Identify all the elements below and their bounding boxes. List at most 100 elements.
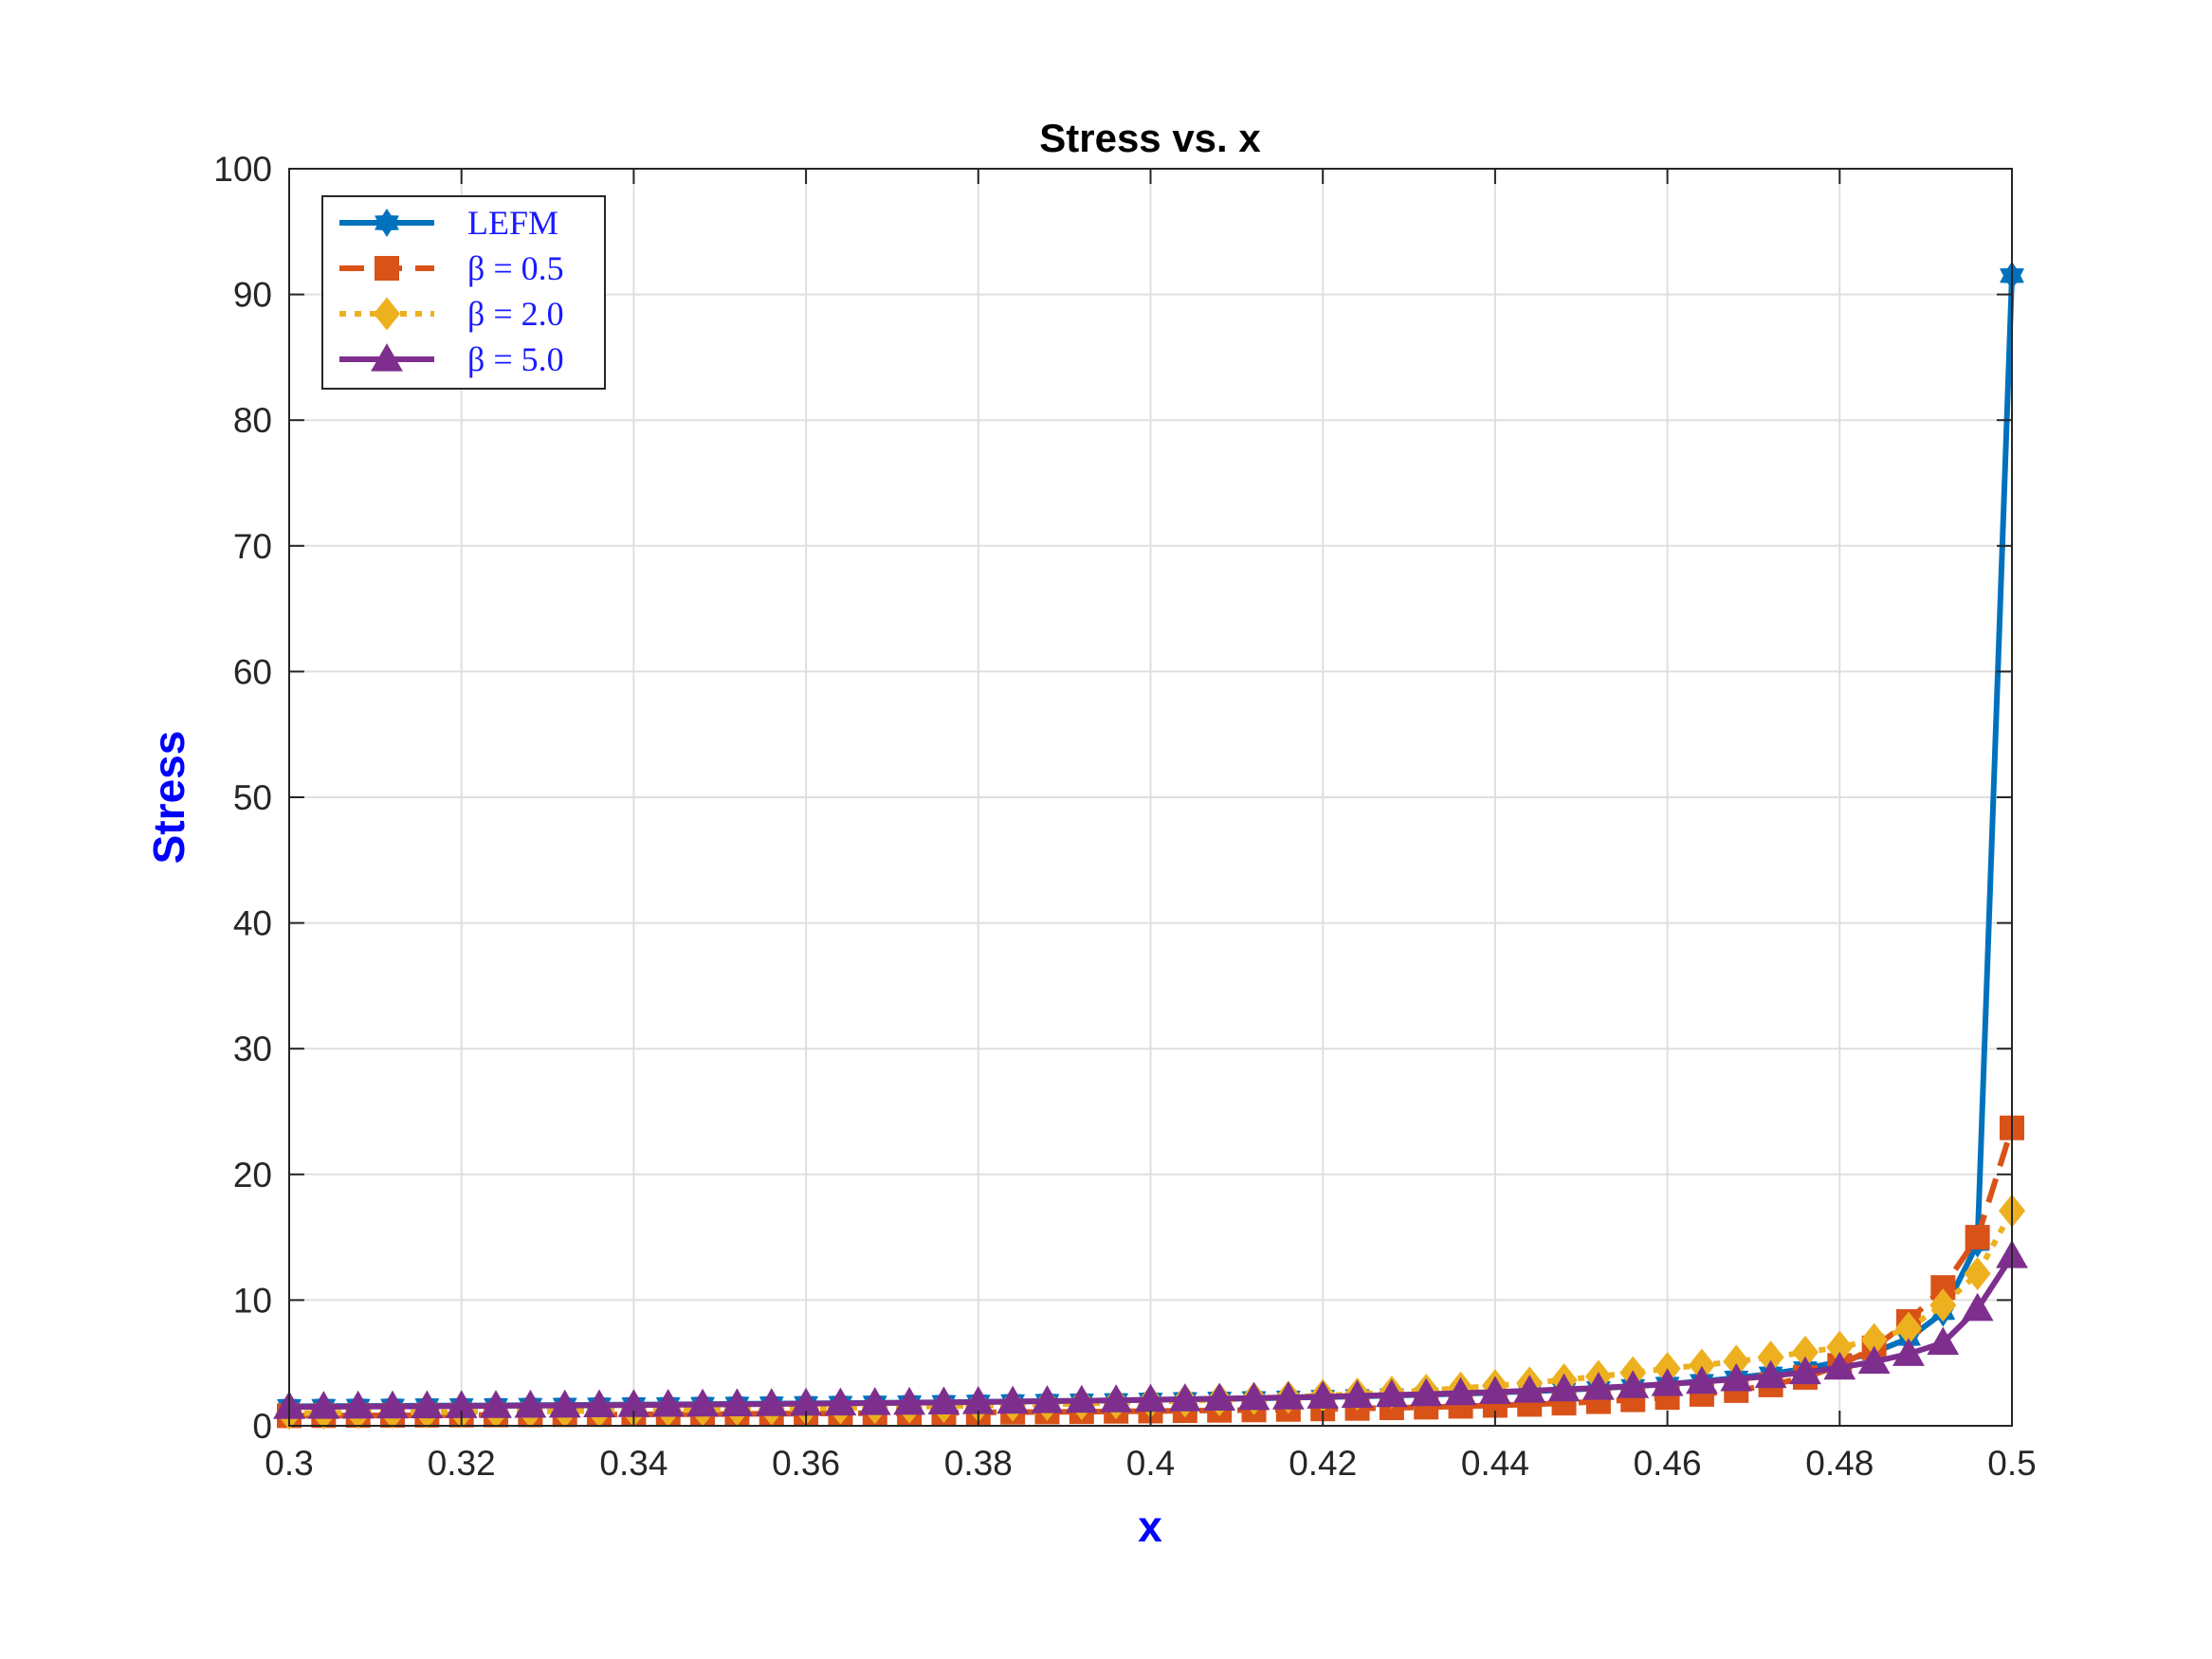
x-tick-label: 0.46 [1634, 1444, 1702, 1483]
data-point [1203, 1382, 1236, 1412]
legend-marker [371, 343, 403, 372]
y-axis-label: Stress [144, 731, 193, 865]
data-point [1065, 1384, 1098, 1413]
x-tick-label: 0.5 [1987, 1444, 2036, 1483]
data-point [858, 1387, 891, 1415]
data-point [1686, 1365, 1718, 1395]
legend-marker [375, 209, 399, 237]
data-point [1929, 1288, 1957, 1322]
data-point [1444, 1376, 1477, 1406]
data-point [1271, 1381, 1305, 1410]
legend-item: β = 0.5 [339, 249, 564, 287]
data-point [1031, 1385, 1064, 1413]
data-point [1688, 1348, 1715, 1382]
series-layer [273, 261, 2028, 1431]
x-tick-label: 0.48 [1805, 1444, 1874, 1483]
legend-item: β = 2.0 [339, 295, 564, 333]
y-tick-label: 90 [233, 276, 272, 315]
data-point [1894, 1311, 1923, 1345]
legend-item: β = 5.0 [339, 340, 564, 378]
data-point [1927, 1326, 1960, 1356]
data-point [1341, 1379, 1374, 1409]
data-point [1826, 1330, 1854, 1364]
data-point [1237, 1381, 1271, 1411]
data-point [893, 1386, 926, 1415]
data-point [1582, 1372, 1615, 1400]
data-point [1651, 1368, 1684, 1396]
y-tick-label: 40 [233, 904, 272, 943]
data-point [1857, 1345, 1891, 1375]
x-tick-label: 0.34 [599, 1444, 667, 1483]
data-point [1479, 1376, 1511, 1405]
y-tick-label: 20 [233, 1156, 272, 1194]
data-point [341, 1390, 375, 1419]
data-point [514, 1389, 547, 1418]
data-point [1791, 1335, 1819, 1369]
data-point [1720, 1362, 1753, 1392]
data-point [1410, 1377, 1443, 1407]
data-point [755, 1388, 788, 1416]
x-tick-label: 0.3 [265, 1444, 313, 1483]
x-tick-label: 0.44 [1461, 1444, 1529, 1483]
data-point [445, 1390, 478, 1418]
data-point [651, 1388, 685, 1417]
x-tick-label: 0.38 [944, 1444, 1013, 1483]
legend-label: LEFM [467, 204, 558, 242]
data-point [1547, 1373, 1581, 1402]
data-point [996, 1385, 1030, 1414]
data-point [1754, 1359, 1787, 1389]
legend-marker [373, 297, 401, 331]
y-tick-label: 30 [233, 1030, 272, 1068]
ticks: 0.3 0.32 0.34 0.36 0.38 0.4 0.42 0.44 0.46 0.48 0.… [213, 150, 2036, 1483]
data-point [1723, 1344, 1750, 1378]
x-tick-label: 0.42 [1289, 1444, 1357, 1483]
y-tick-label: 100 [213, 150, 272, 189]
data-point [1964, 1257, 1991, 1291]
y-tick-label: 60 [233, 652, 272, 691]
x-tick-label: 0.32 [428, 1444, 496, 1483]
data-point [790, 1387, 822, 1416]
data-point [307, 1391, 340, 1419]
data-point [1789, 1356, 1821, 1385]
data-point [1860, 1322, 1888, 1357]
data-point [617, 1389, 650, 1417]
x-tick-label: 0.36 [772, 1444, 840, 1483]
data-point [1100, 1384, 1133, 1413]
legend-marker [375, 256, 399, 281]
legend-label: β = 2.0 [467, 295, 564, 333]
data-point [1307, 1380, 1340, 1409]
data-point [686, 1388, 719, 1417]
data-point [1168, 1383, 1201, 1412]
data-point [961, 1386, 995, 1414]
legend: LEFM β = 0.5 β = 2.0 β = 5.0 [321, 195, 606, 390]
y-tick-label: 70 [233, 527, 272, 566]
data-point [583, 1389, 615, 1418]
legend-label: β = 0.5 [467, 249, 564, 287]
data-point [1965, 1225, 1990, 1250]
data-point [721, 1388, 754, 1417]
y-tick-label: 0 [252, 1407, 272, 1446]
data-point [1375, 1378, 1408, 1408]
y-tick-label: 50 [233, 778, 272, 817]
chart-title: Stress vs. x [1039, 116, 1261, 160]
data-point [548, 1389, 581, 1418]
data-point [1757, 1340, 1784, 1375]
y-tick-label: 80 [233, 401, 272, 440]
data-point [927, 1386, 960, 1415]
legend-label: β = 5.0 [467, 340, 564, 378]
data-point [1961, 1292, 1994, 1322]
data-point [1892, 1338, 1925, 1366]
legend-item: LEFM [339, 204, 558, 242]
data-point [480, 1390, 512, 1418]
x-axis-label: x [1138, 1502, 1162, 1551]
data-point [376, 1390, 409, 1419]
y-tick-label: 10 [233, 1281, 272, 1320]
data-point [1513, 1375, 1546, 1403]
x-tick-label: 0.4 [1126, 1444, 1175, 1483]
data-point [1617, 1370, 1650, 1398]
data-point [1823, 1351, 1856, 1380]
data-point [1134, 1383, 1167, 1413]
data-point [411, 1390, 444, 1419]
data-point [824, 1387, 857, 1416]
